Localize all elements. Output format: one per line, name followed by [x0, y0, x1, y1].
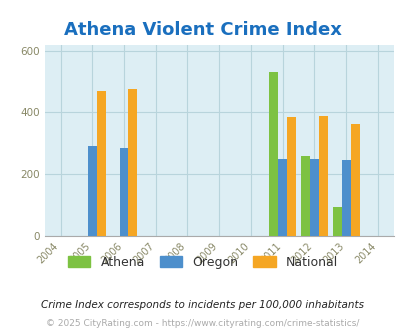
Bar: [96, 91, 105, 236]
Bar: [309, 159, 318, 236]
Bar: [119, 148, 128, 236]
Bar: [350, 124, 359, 236]
Text: Athena Violent Crime Index: Athena Violent Crime Index: [64, 21, 341, 40]
Bar: [87, 147, 96, 236]
Bar: [128, 89, 137, 236]
Bar: [286, 117, 295, 236]
Bar: [332, 207, 341, 236]
Legend: Athena, Oregon, National: Athena, Oregon, National: [64, 252, 341, 273]
Bar: [301, 156, 309, 236]
Bar: [277, 159, 286, 236]
Bar: [341, 160, 350, 236]
Bar: [318, 116, 327, 236]
Text: © 2025 CityRating.com - https://www.cityrating.com/crime-statistics/: © 2025 CityRating.com - https://www.city…: [46, 319, 359, 328]
Text: Crime Index corresponds to incidents per 100,000 inhabitants: Crime Index corresponds to incidents per…: [41, 300, 364, 310]
Bar: [269, 72, 277, 236]
